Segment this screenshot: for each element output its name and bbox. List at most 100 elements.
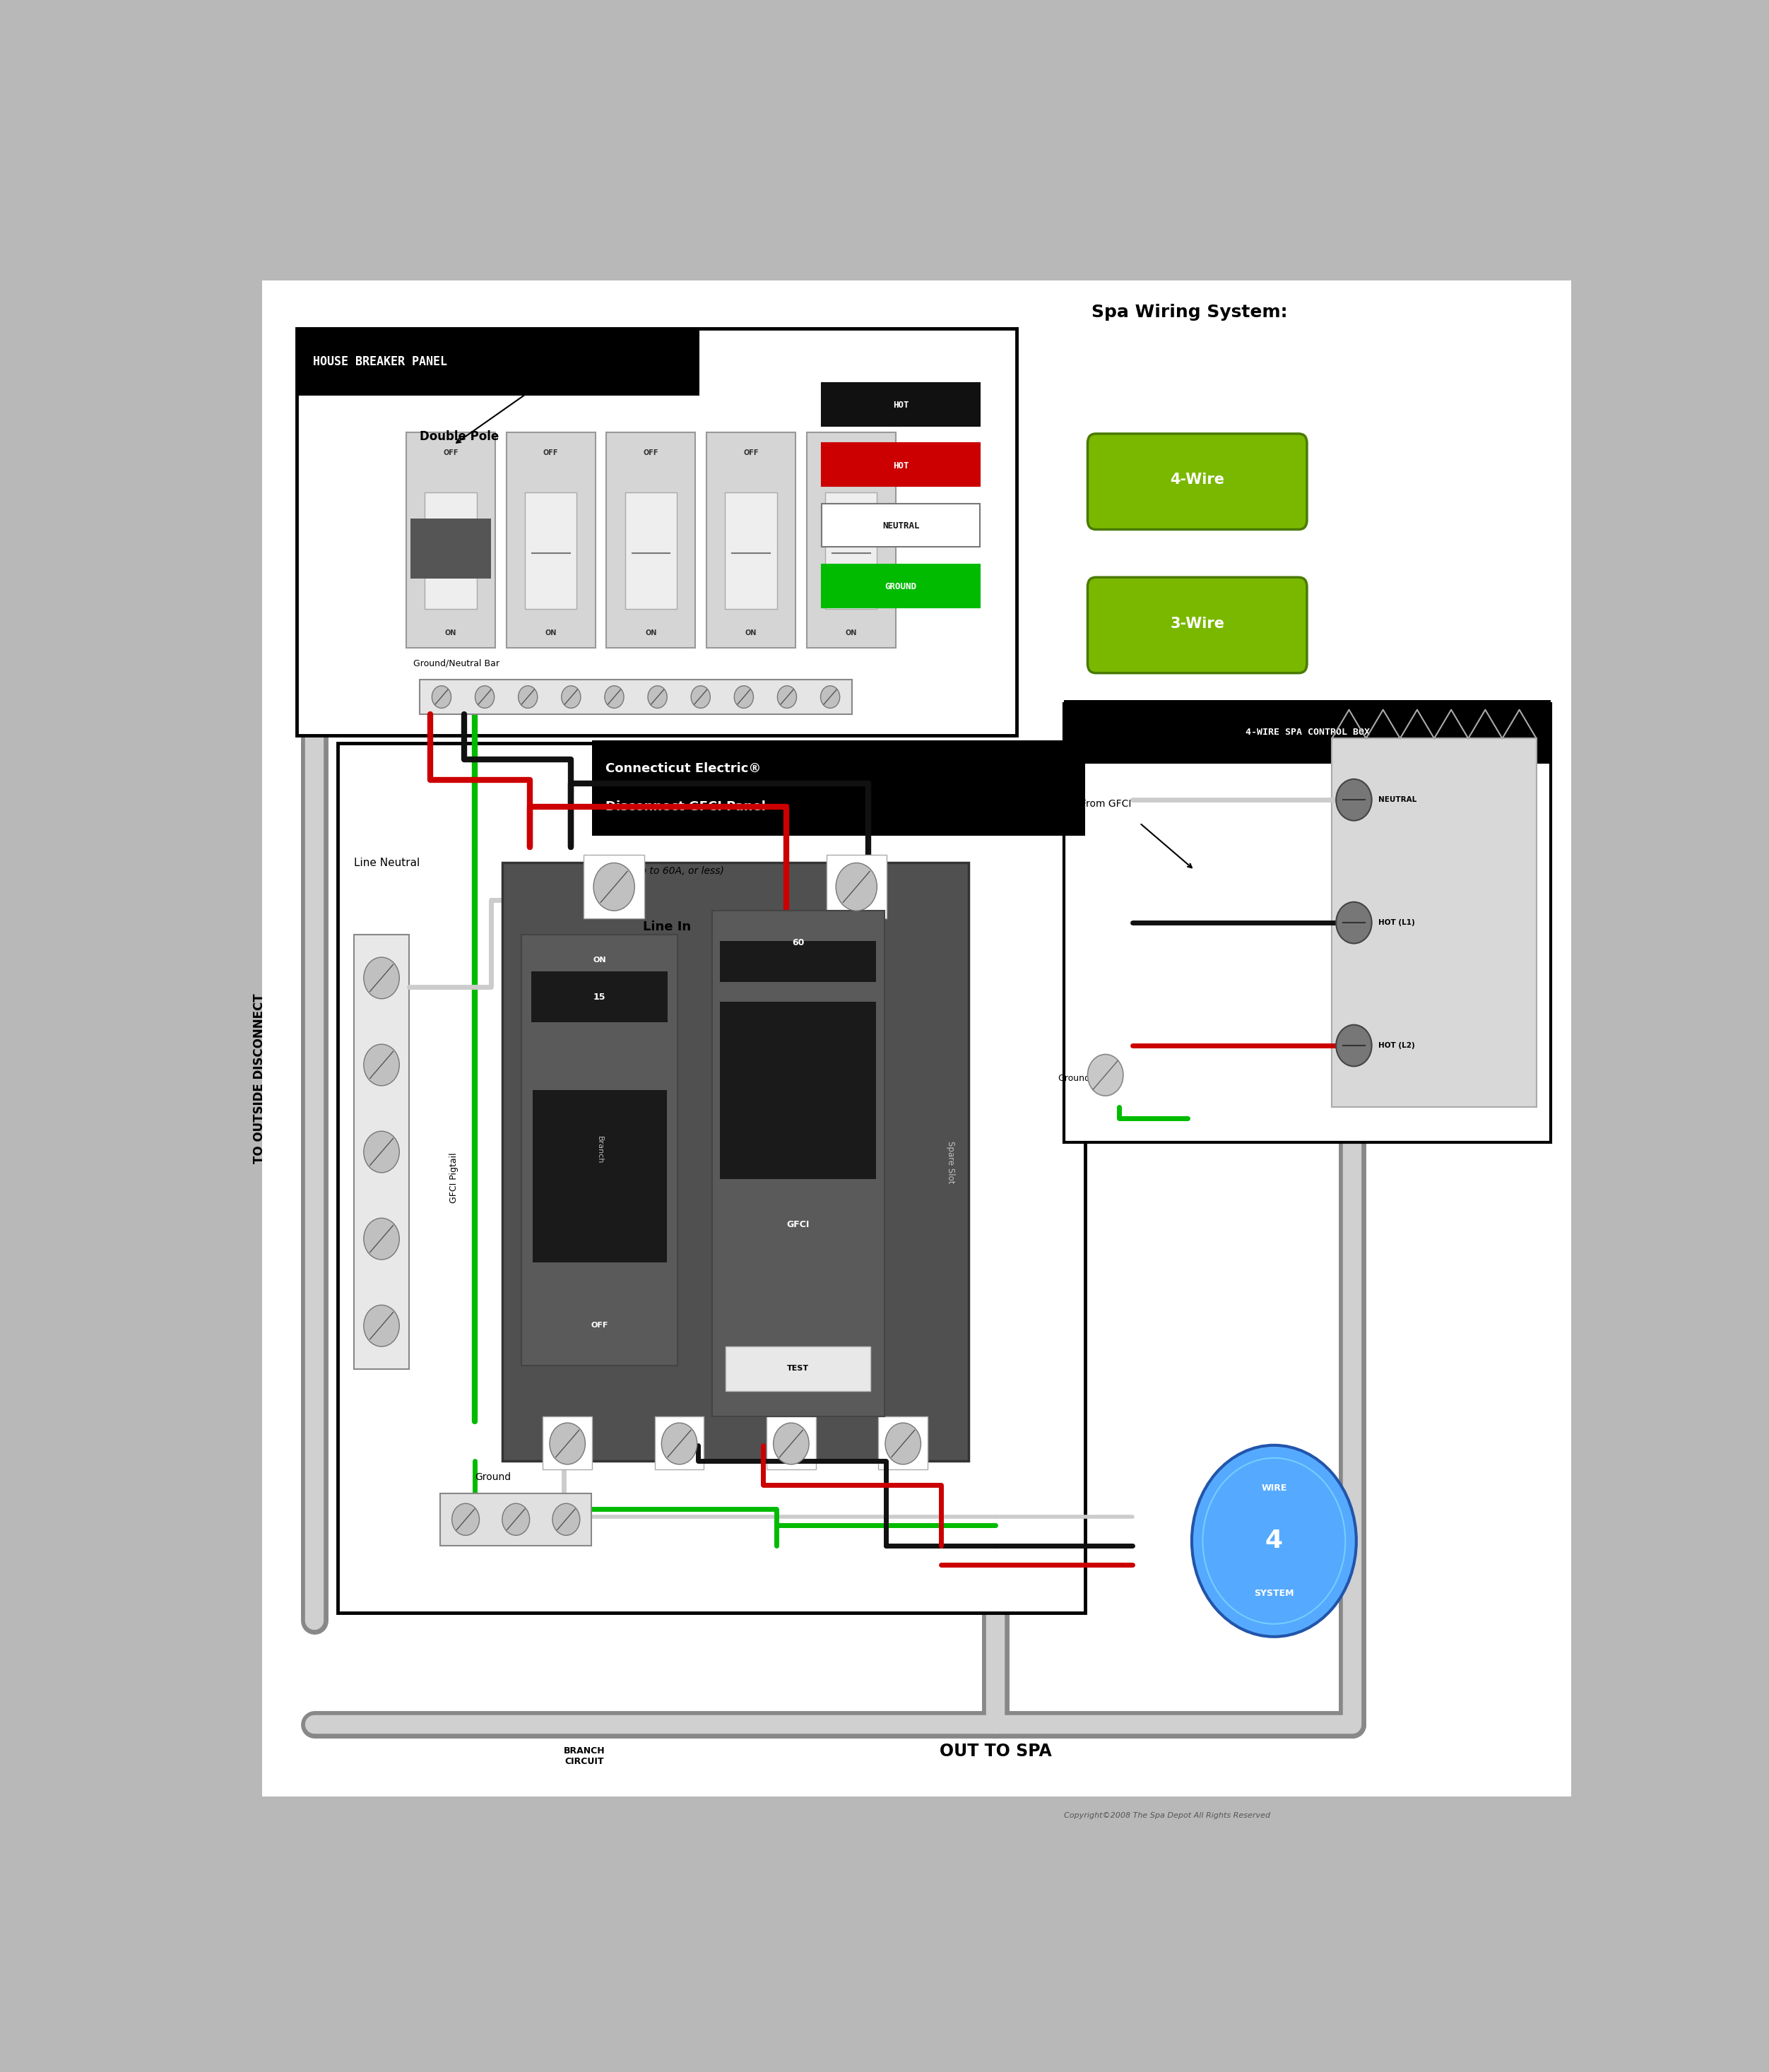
Circle shape <box>821 686 840 709</box>
Circle shape <box>593 862 635 912</box>
Bar <box>584 856 644 918</box>
Circle shape <box>476 686 494 709</box>
Text: Double Pole: Double Pole <box>419 431 499 443</box>
Text: TEST: TEST <box>787 1365 808 1372</box>
Text: Line In: Line In <box>644 920 692 932</box>
Bar <box>655 1417 704 1469</box>
Text: OUT TO SPA: OUT TO SPA <box>939 1743 1053 1759</box>
Text: 4-WIRE SPA CONTROL BOX: 4-WIRE SPA CONTROL BOX <box>1245 727 1369 738</box>
Circle shape <box>364 1044 400 1086</box>
Bar <box>502 862 968 1461</box>
Text: OFF: OFF <box>743 450 759 456</box>
Bar <box>525 493 577 609</box>
Text: Ground: Ground <box>474 1473 511 1481</box>
Bar <box>823 564 980 607</box>
Text: OFF: OFF <box>844 450 858 456</box>
Text: OFF: OFF <box>444 450 458 456</box>
Text: Branch: Branch <box>596 1135 603 1164</box>
Bar <box>531 972 669 1021</box>
Bar <box>823 503 980 547</box>
Circle shape <box>662 1423 697 1465</box>
Bar <box>879 1417 927 1469</box>
Circle shape <box>734 686 754 709</box>
Bar <box>823 383 980 425</box>
Circle shape <box>1336 779 1371 821</box>
Bar <box>506 433 596 649</box>
Text: ON: ON <box>745 630 757 636</box>
Circle shape <box>364 1218 400 1260</box>
Text: Ground/Neutral Bar: Ground/Neutral Bar <box>412 659 499 667</box>
Circle shape <box>1192 1446 1357 1637</box>
Text: ON: ON <box>846 630 856 636</box>
Text: ON: ON <box>646 630 656 636</box>
Text: 4: 4 <box>1265 1529 1283 1552</box>
Bar <box>607 433 695 649</box>
Text: Feed Breaker
(to match spa's amp load): Feed Breaker (to match spa's amp load) <box>547 363 663 383</box>
Circle shape <box>647 686 667 709</box>
Bar <box>1065 700 1551 765</box>
Text: GROUND: GROUND <box>884 582 916 591</box>
Bar <box>720 1003 876 1179</box>
Circle shape <box>364 957 400 999</box>
Text: OFF: OFF <box>591 1322 609 1328</box>
Circle shape <box>502 1504 529 1535</box>
Bar <box>725 493 777 609</box>
Text: Spa Wiring System:: Spa Wiring System: <box>1091 305 1288 321</box>
Bar <box>720 941 876 982</box>
Text: WIRE: WIRE <box>1261 1484 1286 1494</box>
Bar <box>1332 738 1535 1106</box>
Circle shape <box>837 862 877 912</box>
Bar <box>354 934 409 1370</box>
Circle shape <box>552 1504 580 1535</box>
Text: ON: ON <box>446 630 456 636</box>
Circle shape <box>550 1423 586 1465</box>
Bar <box>543 1417 593 1469</box>
Circle shape <box>1203 1459 1344 1624</box>
Circle shape <box>884 1423 922 1465</box>
Bar <box>522 934 678 1365</box>
Text: NEUTRAL: NEUTRAL <box>883 522 920 530</box>
Bar <box>410 518 492 578</box>
Bar <box>591 740 1084 835</box>
Text: Copyright©2008 The Spa Depot All Rights Reserved: Copyright©2008 The Spa Depot All Rights … <box>1065 1811 1270 1819</box>
Circle shape <box>777 686 796 709</box>
Text: SYSTEM: SYSTEM <box>1254 1589 1293 1598</box>
Circle shape <box>605 686 624 709</box>
Circle shape <box>1088 1055 1123 1096</box>
Text: From GFCI: From GFCI <box>1081 800 1130 808</box>
Bar <box>766 1417 816 1469</box>
Text: GFCI: GFCI <box>787 1220 810 1229</box>
FancyBboxPatch shape <box>1088 433 1307 530</box>
Bar <box>419 680 851 715</box>
Bar <box>725 1347 870 1390</box>
Bar <box>624 493 678 609</box>
FancyBboxPatch shape <box>1088 578 1307 673</box>
Bar <box>1065 702 1551 1142</box>
Text: 4-Wire: 4-Wire <box>1169 472 1224 487</box>
Text: BRANCH
CIRCUIT: BRANCH CIRCUIT <box>564 1747 605 1765</box>
Circle shape <box>692 686 709 709</box>
Text: HOUSE BREAKER PANEL: HOUSE BREAKER PANEL <box>313 356 448 369</box>
Circle shape <box>364 1131 400 1173</box>
Circle shape <box>1336 1026 1371 1067</box>
Text: TO OUTSIDE DISCONNECT: TO OUTSIDE DISCONNECT <box>253 992 265 1162</box>
Circle shape <box>773 1423 808 1465</box>
Bar <box>532 1090 667 1262</box>
Circle shape <box>561 686 580 709</box>
Bar <box>823 443 980 487</box>
Text: Spare Slot: Spare Slot <box>946 1142 955 1183</box>
Text: Ground: Ground <box>1058 1073 1090 1084</box>
Text: GFCI Pigtail: GFCI Pigtail <box>449 1152 458 1204</box>
Circle shape <box>518 686 538 709</box>
Text: HOT (L1): HOT (L1) <box>1378 920 1415 926</box>
Text: Line Neutral: Line Neutral <box>354 858 419 868</box>
Text: OFF: OFF <box>644 450 658 456</box>
Text: 3-Wire: 3-Wire <box>1169 617 1224 630</box>
Circle shape <box>364 1305 400 1347</box>
Text: HOT: HOT <box>893 400 909 410</box>
Bar <box>706 433 796 649</box>
Text: NEUTRAL: NEUTRAL <box>1378 796 1417 804</box>
Bar <box>826 856 886 918</box>
Text: OFF: OFF <box>543 450 559 456</box>
Text: (Loads up to 60A, or less): (Loads up to 60A, or less) <box>598 866 724 876</box>
